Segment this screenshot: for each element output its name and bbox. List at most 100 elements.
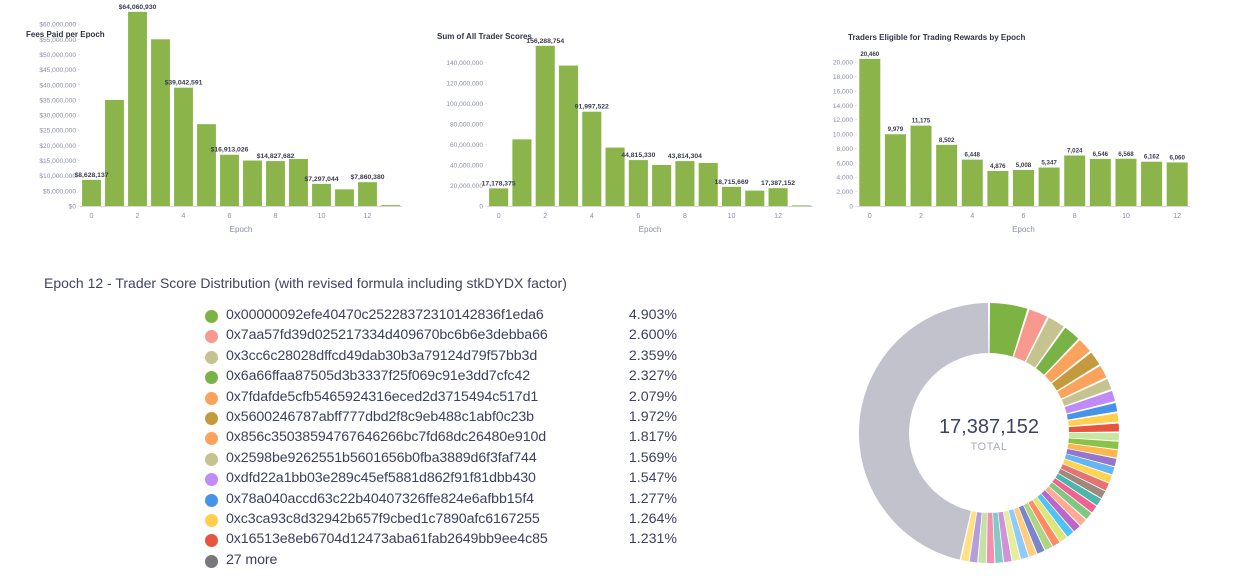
y-tick-label: 4,000 [836, 175, 853, 182]
legend-item[interactable]: 0x6a66ffaa87505d3b3337f25f069c91e3dd7cfc… [205, 367, 685, 387]
legend-address: 0x3cc6c28028dffcd49dab30b3a79124d79f57bb… [226, 347, 538, 364]
y-tick-label: $15,000,000 [39, 158, 76, 165]
x-tick-label: 10 [1122, 213, 1130, 220]
y-tick-label: 6,000 [836, 160, 853, 167]
donut-slice [1068, 438, 1119, 450]
x-axis-label: Epoch [1012, 225, 1035, 234]
bar [558, 65, 579, 206]
data-label: $39,042,591 [165, 80, 203, 87]
y-tick-label: $40,000,000 [39, 82, 76, 89]
legend-percent: 1.569% [628, 449, 677, 466]
y-tick-label: 8,000 [836, 146, 853, 153]
y-tick-label: $20,000,000 [39, 143, 76, 150]
x-tick-label: 8 [274, 213, 278, 220]
data-label: 17,178,375 [482, 180, 516, 187]
y-tick-label: 14,000 [833, 103, 854, 110]
bar [381, 205, 400, 206]
legend-percent: 1.277% [628, 490, 677, 507]
donut-slice [1035, 327, 1079, 375]
data-label: 9,979 [888, 126, 904, 133]
x-tick-label: 4 [590, 213, 594, 220]
donut-slice [998, 511, 1012, 563]
data-label: 6,546 [1093, 151, 1109, 158]
x-tick-label: 12 [774, 213, 782, 220]
donut-slice [986, 512, 995, 563]
legend-item[interactable]: 0x7aa57fd39d025217334d409670bc6b6e3debba… [205, 326, 685, 346]
fees-chart: $0 $5,000,000 $10,000,000 $15,000,000 $20,00… [39, 4, 402, 234]
legend-swatch [205, 534, 218, 548]
scores-chart-title: Sum of All Trader Scores [437, 32, 532, 41]
bar [512, 139, 532, 206]
donut-slice [1060, 464, 1109, 491]
y-tick-label: 100,000,000 [446, 101, 483, 108]
legend-swatch [205, 473, 218, 487]
traders-chart-title: Traders Eligible for Trading Rewards by … [848, 33, 1026, 42]
y-tick-label: 20,000 [833, 60, 854, 67]
legend-item[interactable]: 0xc3ca93c8d32942b657f9cbed1c7890afc61672… [205, 510, 685, 530]
donut-chart [859, 303, 1119, 563]
y-tick-label: 20,000,000 [450, 183, 483, 190]
x-tick-label: 12 [364, 213, 372, 220]
donut-slice [1048, 482, 1092, 520]
x-tick-label: 6 [1022, 213, 1026, 220]
legend-swatch [205, 411, 218, 425]
legend-item-more[interactable]: 27 more [205, 551, 685, 571]
y-tick-label: 120,000,000 [446, 81, 483, 88]
bar [335, 189, 354, 206]
bar [859, 58, 881, 206]
bar [698, 162, 718, 206]
legend-item[interactable]: 0x856c35038594767646266bc7fd68dc26480e91… [205, 428, 685, 448]
x-axis-label: Epoch [230, 225, 253, 234]
data-label: 20,460 [860, 51, 879, 58]
x-tick-label: 0 [497, 213, 501, 220]
data-label: $7,860,380 [350, 174, 384, 181]
y-tick-label: 16,000 [833, 88, 854, 95]
legend-percent: 2.079% [628, 388, 677, 405]
y-tick-label: $25,000,000 [39, 128, 76, 135]
donut-slice [1068, 423, 1119, 433]
donut-slice [1052, 478, 1097, 513]
legend-item[interactable]: 0x5600246787abff777dbd2f8c9eb488c1abf0c2… [205, 408, 685, 428]
data-label: 11,175 [912, 118, 931, 125]
y-tick-label: $45,000,000 [39, 67, 76, 74]
bar [1166, 162, 1188, 206]
legend-item[interactable]: 0x00000092efe40470c25228372310142836f1ed… [205, 306, 685, 326]
y-tick-label: $60,000,000 [39, 22, 76, 29]
x-tick-label: 2 [543, 213, 547, 220]
legend-more-label: 27 more [226, 551, 278, 568]
bar [1012, 169, 1035, 206]
legend-address: 0x78a040accd63c22b40407326ffe824e6afbb15… [226, 490, 534, 507]
legend-address: 0x7fdafde5cfb5465924316eced2d3715494c517… [226, 388, 539, 405]
donut-slice [1068, 433, 1119, 441]
legend-item[interactable]: 0xdfd22a1bb03e289c45ef5881d862f91f81dbb4… [205, 469, 685, 489]
legend-item[interactable]: 0x3cc6c28028dffcd49dab30b3a79124d79f57bb… [205, 347, 685, 367]
bar [745, 190, 765, 206]
legend-percent: 1.264% [628, 510, 677, 527]
x-axis-label: Epoch [639, 225, 662, 234]
bar [151, 39, 170, 206]
legend-percent: 1.231% [628, 531, 677, 548]
donut-slice [1055, 473, 1102, 506]
bar [884, 134, 906, 206]
bar [987, 170, 1009, 206]
donut-slice [1051, 352, 1100, 391]
donut-slice [1032, 497, 1067, 542]
legend-percent: 2.359% [628, 347, 677, 364]
donut-slice [1068, 413, 1119, 426]
legend-address: 0x5600246787abff777dbd2f8c9eb488c1abf0c2… [226, 408, 534, 425]
donut-total-label: TOTAL [970, 441, 1008, 453]
legend-address: 0xdfd22a1bb03e289c45ef5881d862f91f81dbb4… [226, 470, 536, 487]
y-tick-label: $55,000,000 [39, 37, 76, 44]
legend-item[interactable]: 0x16513e8eb6704d12473aba61fab2649bb9ee4c… [205, 530, 685, 550]
scores-chart-panel: Sum of All Trader Scores 0 20,000,000 40,0… [415, 0, 825, 245]
donut-slice [1066, 403, 1118, 420]
legend-item[interactable]: 0x78a040accd63c22b40407326ffe824e6afbb15… [205, 490, 685, 510]
bar [1089, 158, 1111, 206]
x-tick-label: 2 [136, 213, 140, 220]
y-tick-label: $50,000,000 [39, 52, 76, 59]
y-tick-label: 40,000,000 [450, 163, 483, 170]
donut-slice [1037, 493, 1074, 537]
legend-address: 0x2598be9262551b5601656b0fba3889d6f3faf7… [226, 449, 537, 466]
legend-item[interactable]: 0x7fdafde5cfb5465924316eced2d3715494c517… [205, 388, 685, 408]
legend-item[interactable]: 0x2598be9262551b5601656b0fba3889d6f3faf7… [205, 449, 685, 469]
